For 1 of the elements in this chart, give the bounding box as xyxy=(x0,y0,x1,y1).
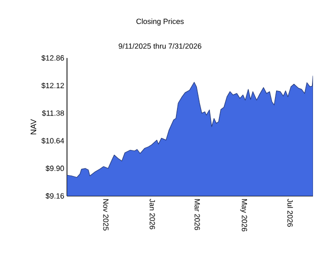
y-axis-title: NAV xyxy=(30,119,36,134)
